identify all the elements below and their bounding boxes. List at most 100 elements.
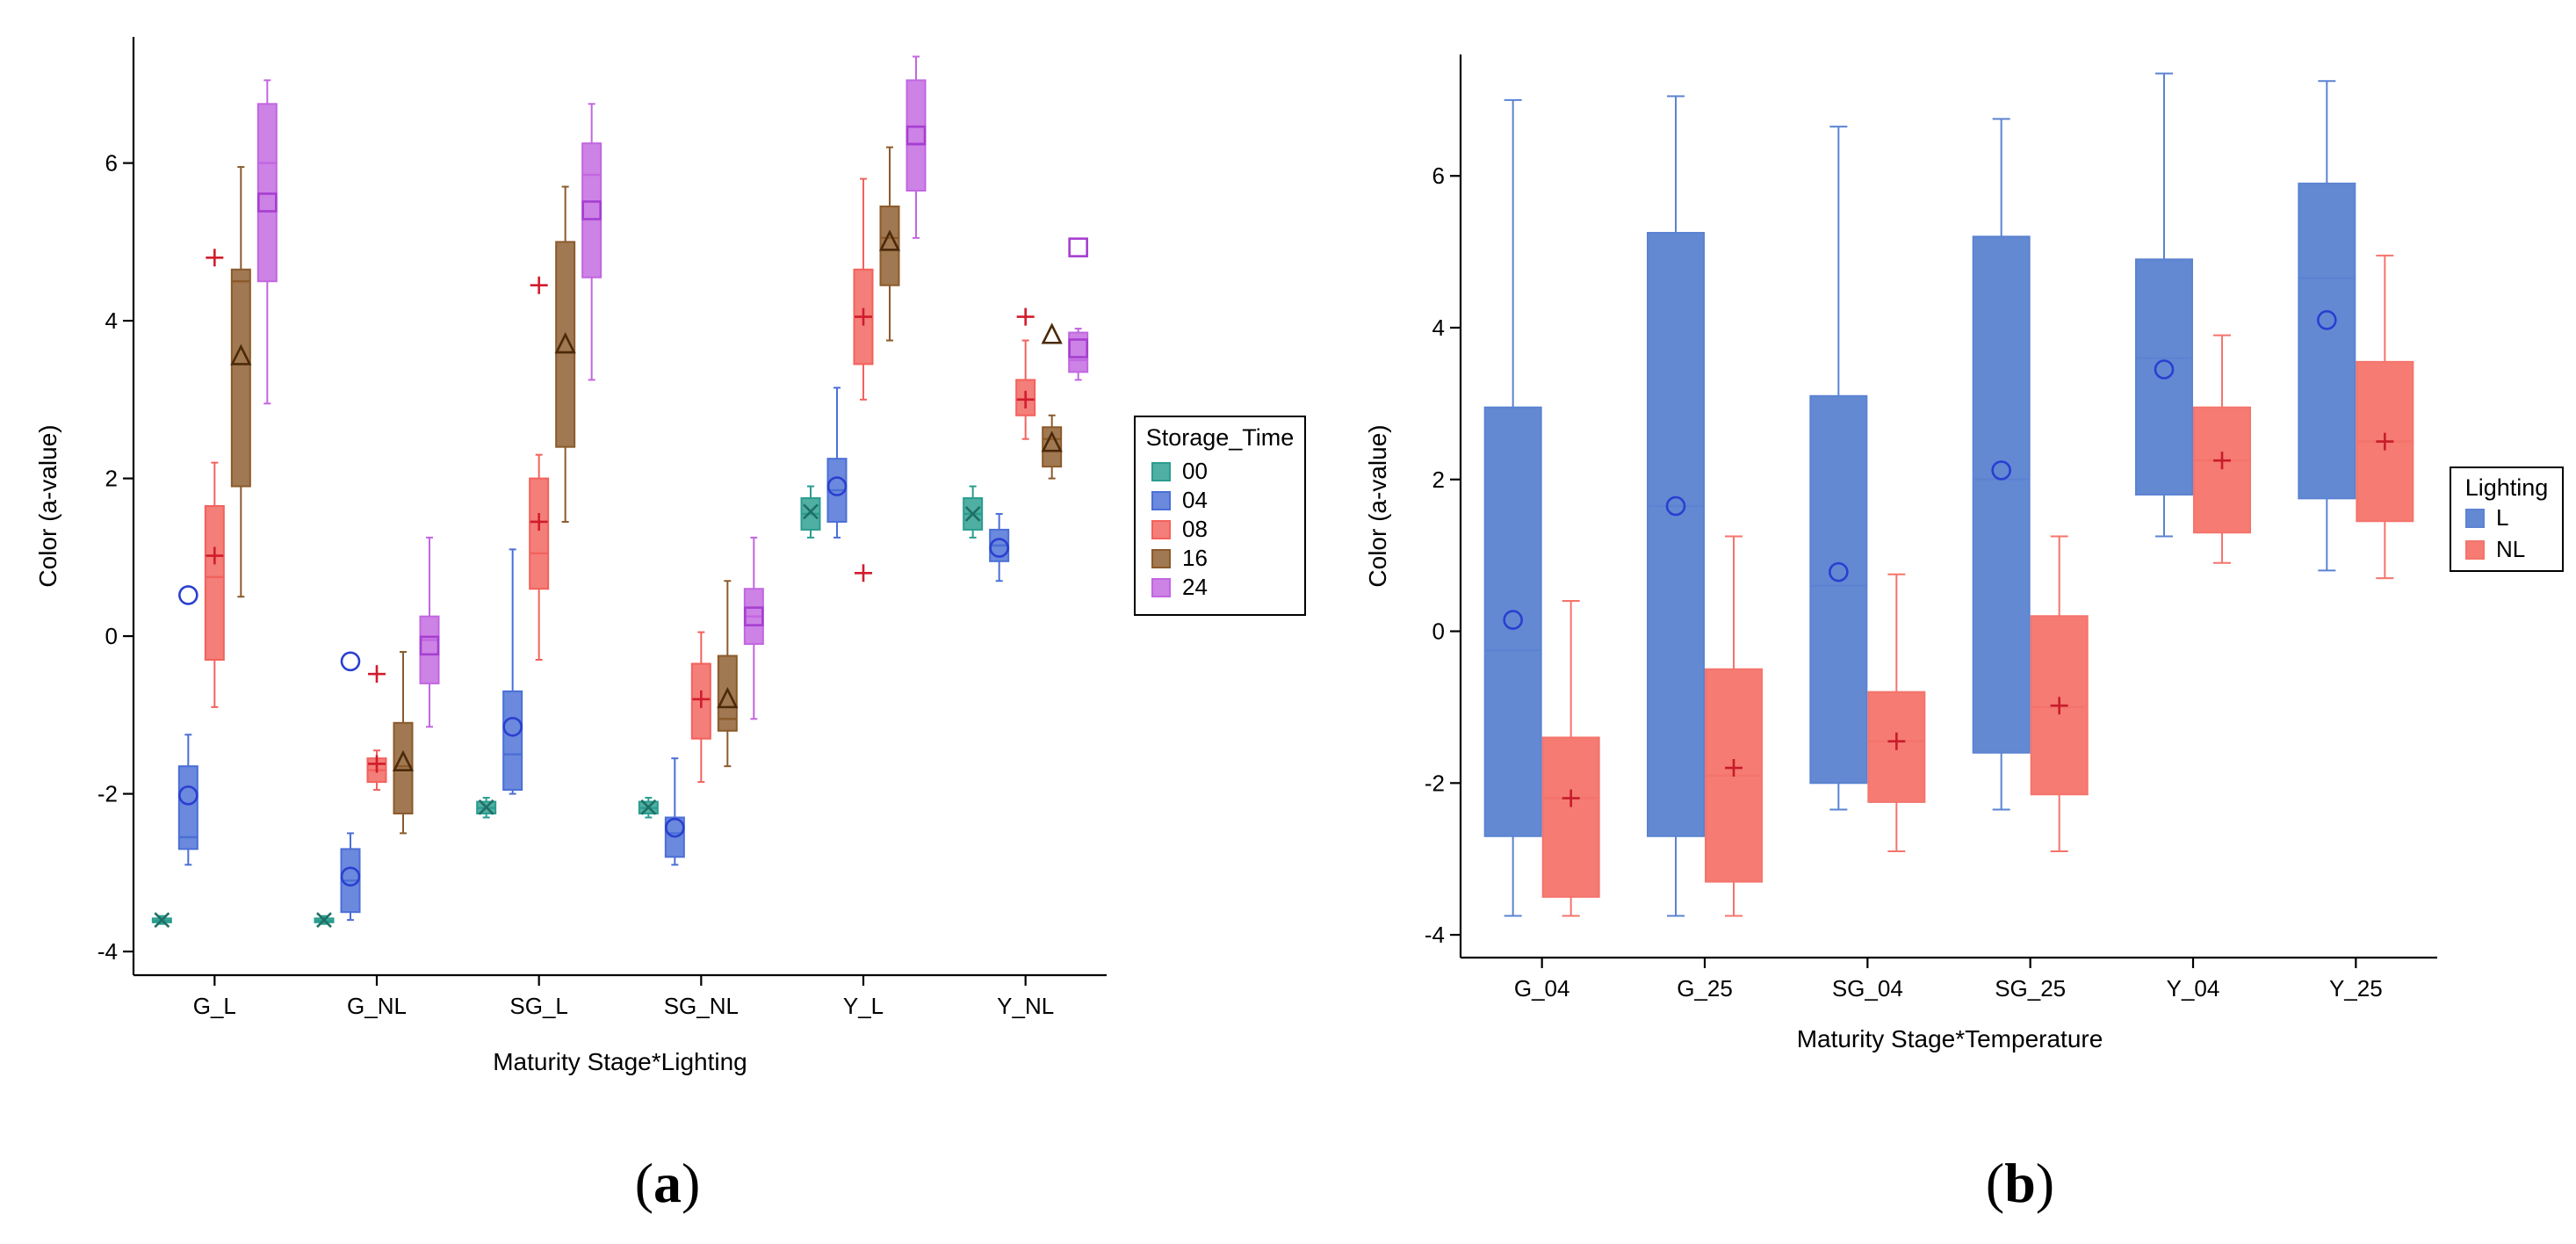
box-G_L-04 (177, 585, 198, 866)
y-tick-label: 4 (1432, 315, 1445, 341)
mean-marker (2376, 432, 2394, 451)
x-tick-label: Y_NL (997, 993, 1054, 1019)
box-iqr (1042, 426, 1063, 468)
panel-b-label-open: ( (1986, 1152, 2004, 1214)
box-SG_L-00 (476, 797, 497, 819)
y-tick-label: 6 (1432, 163, 1445, 189)
box-iqr (555, 241, 576, 448)
mean-marker (1991, 460, 2011, 481)
box-G_NL-04 (340, 651, 361, 922)
box-Y_L-16 (878, 146, 901, 342)
legend-label-08: 08 (1182, 516, 1208, 542)
box-iqr (2298, 182, 2356, 500)
box-SG_04-L (1809, 126, 1868, 811)
mean-marker (340, 866, 361, 887)
box-G_25-L (1647, 95, 1705, 917)
panel-a-label: (a) (635, 1152, 701, 1214)
outlier-point (855, 564, 872, 582)
box-SG_NL-04 (664, 757, 685, 866)
box-Y_L-08 (853, 177, 874, 582)
legend-swatch-08 (1151, 520, 1171, 539)
legend-swatch-NL (2465, 540, 2485, 560)
y-tick-label: 6 (105, 150, 118, 177)
mean-marker (1725, 759, 1743, 778)
box-Y_NL-04 (989, 512, 1010, 582)
box-Y_L-24 (906, 55, 927, 239)
y-tick-label: 4 (105, 307, 118, 334)
panel-b-y-ticks: -4 -2 0 2 4 6 (1425, 163, 1461, 948)
legend-label-04: 04 (1182, 487, 1208, 513)
box-Y_25-NL (2356, 254, 2414, 580)
mean-marker (502, 716, 523, 737)
box-G_L-08 (204, 249, 225, 708)
box-iqr (906, 79, 927, 192)
mean-marker (2050, 697, 2068, 715)
panel-b-legend-items: L NL (2465, 504, 2525, 562)
box-G_L-00 (151, 912, 172, 929)
panel-a-legend: Storage_Time 00 04 08 16 24 (1134, 416, 1306, 616)
panel-b-label-close: ) (2036, 1152, 2054, 1214)
mean-marker (1068, 338, 1088, 358)
panel-a-y-ticks: -4 -2 0 2 4 6 (97, 150, 133, 965)
box-iqr (1809, 394, 1868, 785)
y-tick-label: 0 (1432, 618, 1445, 645)
mean-marker (178, 785, 198, 806)
legend-swatch-16 (1151, 549, 1171, 568)
x-tick-label: G_L (193, 993, 236, 1019)
mean-marker (717, 686, 739, 709)
box-SG_25-L (1972, 118, 2031, 811)
x-tick-label: G_04 (1514, 975, 1570, 1002)
legend-label-16: 16 (1182, 545, 1208, 571)
panel-a-label-open: ( (635, 1152, 653, 1214)
panel-a-legend-items: 00 04 08 16 24 (1151, 458, 1208, 600)
panel-a-label-close: ) (682, 1152, 700, 1214)
x-tick-label: Y_25 (2329, 975, 2383, 1002)
box-G_04-L (1483, 98, 1542, 917)
mean-marker (692, 690, 711, 708)
mean-marker (665, 817, 685, 838)
mean-marker (530, 512, 548, 531)
box-iqr (717, 655, 738, 732)
box-iqr (879, 205, 900, 286)
box-Y_25-L (2298, 80, 2356, 572)
panel-a-label-letter: a (653, 1152, 682, 1214)
mean-marker (1562, 789, 1580, 807)
box-Y_NL-08 (1015, 307, 1036, 440)
mean-marker (1016, 390, 1035, 409)
mean-marker (1829, 561, 1849, 582)
mean-marker (478, 799, 494, 815)
mean-marker (554, 332, 576, 354)
panel-b-label-letter: b (2004, 1152, 2036, 1214)
panel-b-x-axis-title: Maturity Stage*Temperature (1797, 1025, 2103, 1052)
panel-b-legend-title: Lighting (2465, 474, 2549, 501)
box-G_L-24 (256, 79, 278, 405)
mean-marker (392, 749, 415, 771)
y-tick-label: 0 (105, 623, 118, 649)
box-Y_L-00 (800, 485, 821, 539)
box-SG_L-04 (502, 548, 523, 795)
box-iqr (1541, 736, 1600, 898)
box-iqr (419, 615, 440, 684)
legend-label-NL: NL (2496, 536, 2525, 562)
box-SG_L-16 (554, 185, 576, 523)
box-SG_NL-24 (743, 536, 764, 720)
legend-swatch-04 (1151, 491, 1171, 510)
box-SG_NL-16 (717, 580, 739, 768)
box-Y_NL-16 (1041, 322, 1063, 480)
y-tick-label: -2 (1425, 770, 1445, 796)
outlier-point (1041, 322, 1063, 344)
box-Y_NL-00 (963, 485, 984, 539)
box-Y_04-NL (2193, 334, 2251, 564)
y-tick-label: -4 (1425, 922, 1445, 948)
box-G_NL-08 (366, 665, 387, 792)
mean-marker (1887, 732, 1906, 750)
panel-a-x-axis-title: Maturity Stage*Lighting (493, 1048, 747, 1075)
box-iqr (502, 690, 523, 792)
box-G_NL-24 (419, 536, 440, 728)
mean-marker (581, 200, 602, 221)
box-iqr (581, 142, 603, 278)
mean-marker (2317, 310, 2337, 330)
panel-a-y-axis-title: Color (a-value) (34, 424, 61, 587)
x-tick-label: SG_NL (664, 993, 739, 1019)
